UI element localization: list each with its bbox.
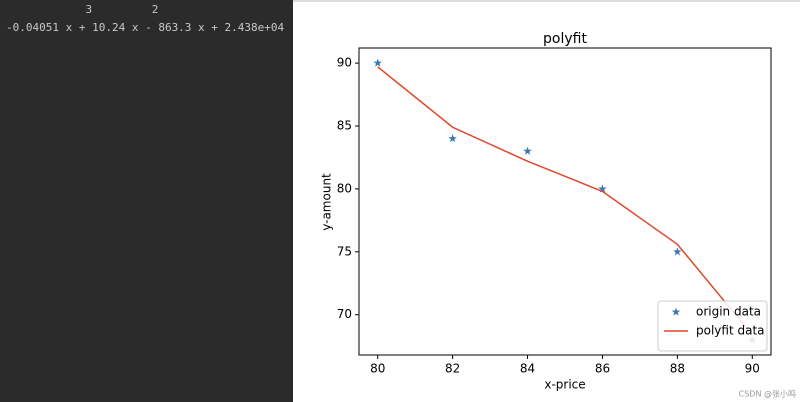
data-point [448, 134, 457, 143]
data-point [598, 184, 607, 193]
x-axis-label: x-price [544, 378, 585, 392]
watermark: CSDN @张小鸣 [739, 389, 796, 399]
y-tick-label: 90 [337, 56, 352, 70]
series-line [377, 66, 753, 336]
data-point [523, 146, 532, 155]
legend-label: origin data [696, 305, 761, 319]
legend-label: polyfit data [696, 324, 765, 338]
plot-area [358, 47, 772, 356]
console-line: 3 2 [6, 3, 159, 16]
y-tick-label: 85 [337, 119, 352, 133]
legend-box [657, 300, 768, 352]
x-tick-label: 80 [370, 362, 385, 376]
y-tick-label: 80 [337, 181, 352, 195]
data-point [373, 58, 383, 67]
x-tick-label: 84 [520, 362, 535, 376]
y-tick-label: 70 [337, 307, 352, 321]
console-line: -0.04051 x + 10.24 x - 863.3 x + 2.438e+… [6, 21, 285, 34]
x-tick-label: 88 [670, 362, 685, 376]
console: 3 2 -0.04051 x + 10.24 x - 863.3 x + 2.4… [0, 0, 293, 402]
chart-title: polyfit [543, 31, 587, 47]
y-tick-label: 75 [337, 244, 352, 258]
x-tick-label: 90 [745, 362, 760, 376]
y-axis-label: y-amount [320, 173, 334, 231]
legend-swatch [671, 307, 681, 316]
x-tick-label: 86 [595, 362, 610, 376]
x-tick-label: 82 [445, 362, 460, 376]
data-point [673, 247, 682, 256]
